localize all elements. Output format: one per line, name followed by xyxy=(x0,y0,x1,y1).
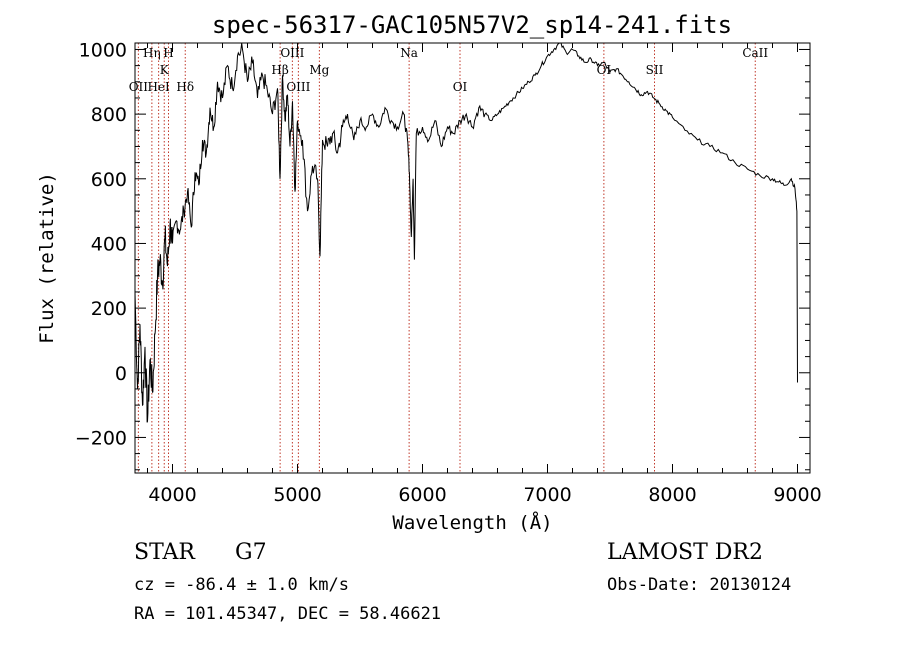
y-axis-label: Flux (relative) xyxy=(36,172,58,344)
y-tick-label: 600 xyxy=(91,169,127,191)
marker-label: HeI xyxy=(147,80,170,94)
spectrum-series xyxy=(134,42,798,423)
y-tick-label: 1000 xyxy=(79,39,127,61)
spectrum-chart: spec-56317-GAC105N57V2_sp14-241.fits OII… xyxy=(36,11,822,534)
marker-label: K xyxy=(160,63,170,77)
coordinates-text: RA = 101.45347, DEC = 58.46621 xyxy=(134,604,442,624)
marker-label: Hη xyxy=(143,46,161,60)
y-tick-label: 800 xyxy=(91,104,127,126)
plot-frame xyxy=(134,42,811,474)
spectrum-line xyxy=(134,42,798,423)
chart-title: spec-56317-GAC105N57V2_sp14-241.fits xyxy=(212,11,732,39)
redshift-text: cz = -86.4 ± 1.0 km/s xyxy=(134,575,349,595)
x-tick-label: 8000 xyxy=(648,484,696,506)
marker-label: Hβ xyxy=(271,63,288,77)
marker-label: OII xyxy=(129,80,149,94)
obs-date-text: Obs-Date: 20130124 xyxy=(607,575,792,595)
axis-ticks: 4000 5000 6000 7000 8000 9000 −200 0 200 400 600 80… xyxy=(75,39,822,506)
y-tick-label: 0 xyxy=(115,363,127,385)
marker-label: Mg xyxy=(309,63,329,77)
y-tick-label: 400 xyxy=(91,233,127,255)
x-tick-label: 9000 xyxy=(773,484,821,506)
subclass-label: G7 xyxy=(235,540,267,565)
object-class: STAR G7 xyxy=(134,540,267,565)
marker-label: Hδ xyxy=(176,80,194,94)
marker-label: OIII xyxy=(286,80,310,94)
class-label: STAR xyxy=(134,540,195,565)
marker-label: OI xyxy=(453,80,468,94)
x-tick-label: 7000 xyxy=(523,484,571,506)
marker-label: CaII xyxy=(742,46,768,60)
marker-label: OIII xyxy=(280,46,304,60)
marker-label: H xyxy=(163,46,173,60)
x-axis-label: Wavelength (Å) xyxy=(392,511,552,534)
y-tick-label: −200 xyxy=(75,427,127,449)
x-tick-label: 5000 xyxy=(273,484,321,506)
x-tick-label: 4000 xyxy=(148,484,196,506)
marker-label: SII xyxy=(646,63,664,77)
x-tick-label: 6000 xyxy=(398,484,446,506)
marker-label: OI xyxy=(597,63,612,77)
marker-label: Na xyxy=(400,46,418,60)
y-tick-label: 200 xyxy=(91,298,127,320)
line-markers: OII Hη HeI KH Hδ Hβ OIII OIII Mg Na OI OI SII CaII xyxy=(129,43,768,473)
survey-label: LAMOST DR2 xyxy=(607,540,763,565)
